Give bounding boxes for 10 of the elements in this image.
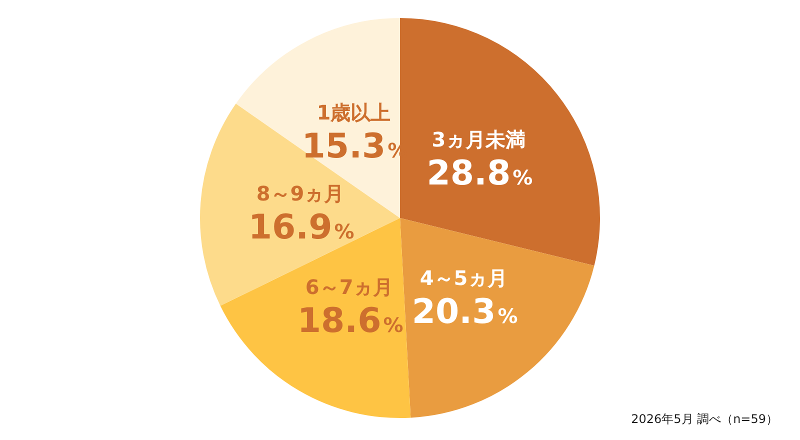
slice-label: 6～7ヵ月 [305, 275, 394, 300]
data-label: 20.3% [412, 292, 518, 332]
data-label: 16.9% [248, 207, 354, 248]
data-label: 28.8% [426, 153, 533, 194]
data-label: 18.6% [297, 301, 404, 342]
slice-label: 3ヵ月未満 [432, 127, 526, 152]
slice-label: 4～5ヵ月 [420, 266, 508, 290]
text: 2026年5月 調べ（n=59） [631, 411, 778, 428]
slice-label: 8～9ヵ月 [256, 181, 344, 206]
slice-label: 1歳以上 [316, 100, 391, 124]
